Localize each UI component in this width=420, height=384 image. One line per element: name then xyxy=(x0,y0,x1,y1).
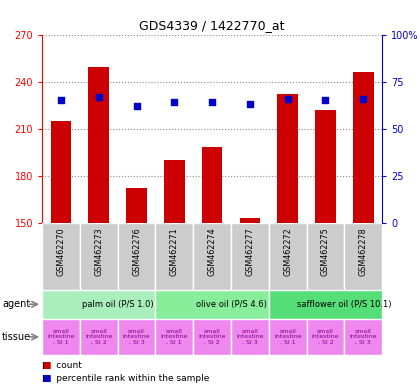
Bar xyxy=(239,218,260,223)
Point xyxy=(209,99,215,105)
Bar xyxy=(231,223,269,290)
Bar xyxy=(118,223,155,290)
Bar xyxy=(42,223,80,290)
Point xyxy=(247,101,253,107)
Bar xyxy=(155,290,269,319)
Bar xyxy=(88,68,109,223)
Point xyxy=(58,98,64,104)
Point xyxy=(171,99,178,105)
Text: GSM462273: GSM462273 xyxy=(94,227,103,276)
Text: GSM462271: GSM462271 xyxy=(170,227,179,276)
Bar xyxy=(193,223,231,290)
Bar xyxy=(155,319,193,355)
Bar xyxy=(344,319,382,355)
Point xyxy=(360,96,367,102)
Text: small
intestine
, SI 1: small intestine , SI 1 xyxy=(274,329,302,345)
Text: small
intestine
, SI 2: small intestine , SI 2 xyxy=(198,329,226,345)
Bar xyxy=(307,319,344,355)
Text: small
intestine
, SI 2: small intestine , SI 2 xyxy=(85,329,113,345)
Text: ■: ■ xyxy=(42,374,50,383)
Bar xyxy=(202,147,223,223)
Bar xyxy=(126,188,147,223)
Bar xyxy=(344,223,382,290)
Text: GSM462272: GSM462272 xyxy=(283,227,292,276)
Text: small
intestine
, SI 1: small intestine , SI 1 xyxy=(47,329,75,345)
Point xyxy=(322,98,329,104)
Point xyxy=(284,96,291,102)
Bar xyxy=(118,319,155,355)
Text: ■  count: ■ count xyxy=(42,361,82,370)
Bar xyxy=(231,319,269,355)
Bar xyxy=(315,110,336,223)
Bar xyxy=(42,319,80,355)
Text: GSM462277: GSM462277 xyxy=(245,227,255,276)
Text: GSM462274: GSM462274 xyxy=(207,227,217,276)
Bar xyxy=(155,223,193,290)
Text: olive oil (P/S 4.6): olive oil (P/S 4.6) xyxy=(196,300,266,309)
Bar xyxy=(307,223,344,290)
Bar xyxy=(42,290,155,319)
Point xyxy=(133,103,140,109)
Bar xyxy=(80,223,118,290)
Text: small
intestine
, SI 1: small intestine , SI 1 xyxy=(160,329,188,345)
Title: GDS4339 / 1422770_at: GDS4339 / 1422770_at xyxy=(139,19,285,32)
Text: GSM462278: GSM462278 xyxy=(359,227,368,276)
Bar xyxy=(277,94,298,223)
Text: small
intestine
, SI 2: small intestine , SI 2 xyxy=(312,329,339,345)
Point xyxy=(95,94,102,100)
Bar xyxy=(269,319,307,355)
Bar xyxy=(353,72,374,223)
Bar xyxy=(269,290,382,319)
Text: palm oil (P/S 1.0): palm oil (P/S 1.0) xyxy=(82,300,153,309)
Text: GSM462275: GSM462275 xyxy=(321,227,330,276)
Text: ■: ■ xyxy=(42,361,50,370)
Text: ■  percentile rank within the sample: ■ percentile rank within the sample xyxy=(42,374,210,383)
Bar xyxy=(193,319,231,355)
Bar xyxy=(164,160,185,223)
Text: tissue: tissue xyxy=(2,332,31,342)
Text: small
intestine
, SI 3: small intestine , SI 3 xyxy=(236,329,264,345)
Text: small
intestine
, SI 3: small intestine , SI 3 xyxy=(123,329,150,345)
Text: agent: agent xyxy=(2,299,30,310)
Text: small
intestine
, SI 3: small intestine , SI 3 xyxy=(349,329,377,345)
Text: GSM462276: GSM462276 xyxy=(132,227,141,276)
Text: GSM462270: GSM462270 xyxy=(56,227,66,276)
Bar xyxy=(269,223,307,290)
Bar xyxy=(50,121,71,223)
Bar xyxy=(80,319,118,355)
Text: safflower oil (P/S 10.1): safflower oil (P/S 10.1) xyxy=(297,300,391,309)
